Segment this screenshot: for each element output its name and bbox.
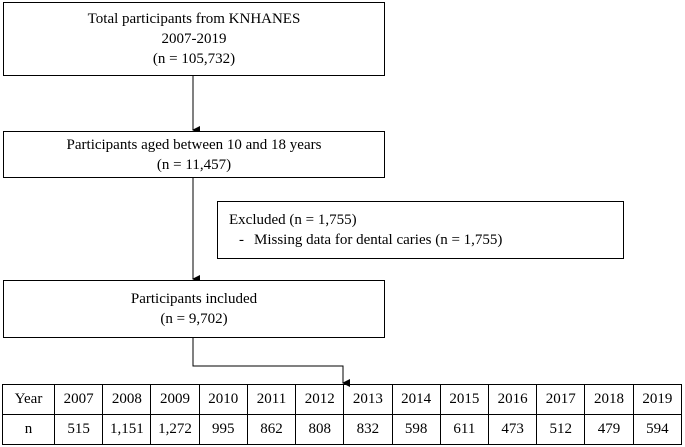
included-participants-label: Participants included xyxy=(130,291,258,307)
table-row-header: n xyxy=(2,414,55,445)
excluded-reason: Missing data for dental caries (n = 1,75… xyxy=(254,232,503,248)
excluded-reason-row: - Missing data for dental caries (n = 1,… xyxy=(229,230,502,250)
table-cell: 515 xyxy=(53,414,104,445)
table-row-year: Year 2007 2008 2009 2010 2011 2012 2013 2014 2015… xyxy=(2,384,683,415)
total-participants-box: Total participants from KNHANES 2007-201… xyxy=(3,2,385,76)
table-row-header: Year xyxy=(2,384,55,415)
table-cell: 2011 xyxy=(246,384,297,415)
table-cell: 2016 xyxy=(487,384,538,415)
table-cell: 473 xyxy=(487,414,538,445)
table-cell: 611 xyxy=(439,414,489,445)
total-participants-label: Total participants from KNHANES xyxy=(87,11,301,27)
excluded-box: Excluded (n = 1,755) - Missing data for … xyxy=(217,201,624,259)
included-participants-box: Participants included (n = 9,702) xyxy=(3,280,385,338)
table-cell: 598 xyxy=(391,414,441,445)
table-row-n: n 515 1,151 1,272 995 862 808 832 598 611 473 512 47… xyxy=(2,414,683,445)
excluded-label: Excluded (n = 1,755) xyxy=(229,212,357,228)
table-cell: 862 xyxy=(246,414,297,445)
table-cell: 594 xyxy=(632,414,683,445)
table-cell: 2017 xyxy=(536,384,586,415)
total-participants-years: 2007-2019 xyxy=(161,31,227,47)
year-table-body: Year 2007 2008 2009 2010 2011 2012 2013 2014 2015… xyxy=(2,384,683,445)
table-cell: 1,272 xyxy=(150,414,200,445)
table-cell: 2010 xyxy=(198,384,248,415)
table-cell: 1,151 xyxy=(102,414,152,445)
total-participants-count: (n = 105,732) xyxy=(152,51,236,67)
aged-participants-count: (n = 11,457) xyxy=(156,156,232,173)
table-cell: 512 xyxy=(536,414,586,445)
excluded-bullet: - xyxy=(239,232,244,248)
table-cell: 2019 xyxy=(632,384,683,415)
table-cell: 479 xyxy=(584,414,634,445)
table-cell: 2009 xyxy=(150,384,200,415)
table-cell: 2018 xyxy=(584,384,634,415)
arrow-included-to-table xyxy=(192,338,350,387)
aged-participants-label: Participants aged between 10 and 18 year… xyxy=(66,136,322,153)
table-cell: 995 xyxy=(198,414,248,445)
included-participants-count: (n = 9,702) xyxy=(160,311,228,327)
year-count-table: Year 2007 2008 2009 2010 2011 2012 2013 2014 2015… xyxy=(2,384,683,445)
table-cell: 2012 xyxy=(295,384,345,415)
table-cell: 832 xyxy=(343,414,393,445)
table-cell: 2007 xyxy=(53,384,104,415)
table-cell: 2015 xyxy=(439,384,489,415)
table-cell: 2014 xyxy=(391,384,441,415)
table-cell: 2013 xyxy=(343,384,393,415)
aged-participants-box: Participants aged between 10 and 18 year… xyxy=(3,131,385,178)
table-cell: 808 xyxy=(295,414,345,445)
table-cell: 2008 xyxy=(102,384,152,415)
